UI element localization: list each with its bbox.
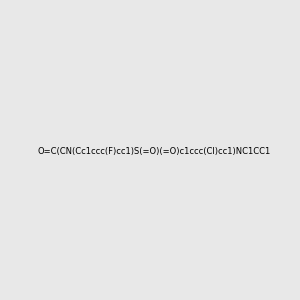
Text: O=C(CN(Cc1ccc(F)cc1)S(=O)(=O)c1ccc(Cl)cc1)NC1CC1: O=C(CN(Cc1ccc(F)cc1)S(=O)(=O)c1ccc(Cl)cc…	[37, 147, 270, 156]
